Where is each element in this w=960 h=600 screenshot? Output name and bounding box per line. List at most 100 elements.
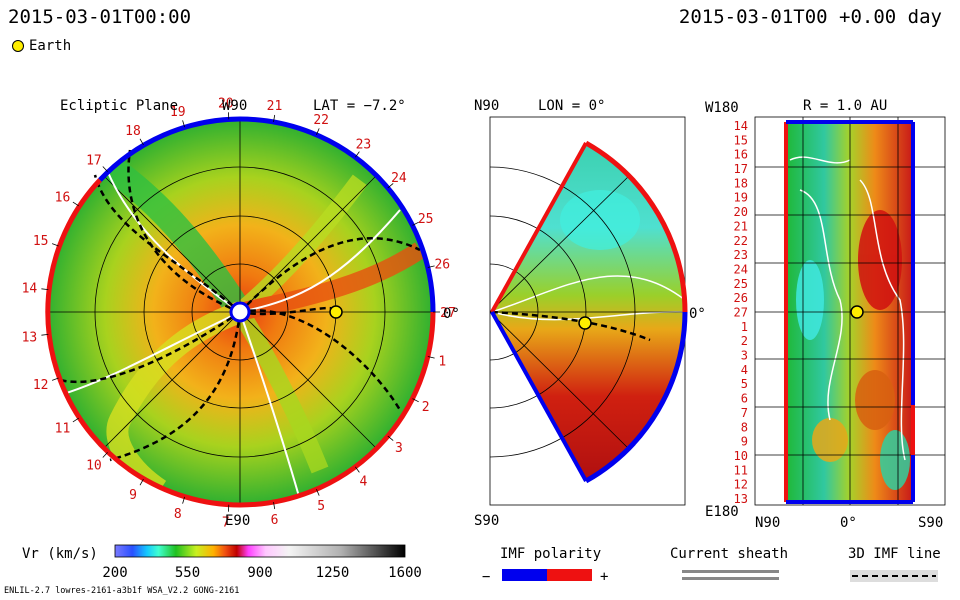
carrington-tick — [316, 489, 320, 496]
synoptic-y-tick: 3 — [741, 349, 748, 363]
ecliptic-polarity-rim — [45, 116, 436, 508]
earth-marker-meridional — [578, 316, 592, 330]
carrington-tick — [41, 288, 49, 290]
synoptic-y-tick: 13 — [734, 492, 748, 506]
carrington-tick — [139, 138, 144, 146]
carrington-label: 8 — [174, 507, 182, 522]
synoptic-y-tick: 17 — [734, 162, 748, 176]
carrington-label: 6 — [271, 513, 279, 528]
carrington-tick — [412, 221, 419, 226]
colorbar-gradient — [114, 544, 406, 558]
synoptic-y-tick: 16 — [734, 148, 748, 162]
meridional-imf-line — [491, 310, 651, 342]
carrington-label: 22 — [313, 113, 329, 128]
meridional-top-label: N90 — [474, 98, 499, 114]
carrington-tick — [427, 265, 435, 268]
imf-polarity-minus: − — [482, 569, 490, 585]
earth-legend-label: Earth — [29, 38, 72, 54]
colorbar-tick-label: 900 — [247, 565, 272, 581]
synoptic-bottom-left: E180 — [705, 504, 739, 520]
synoptic-y-tick: 4 — [741, 363, 748, 377]
carrington-tick — [41, 334, 49, 336]
synoptic-x-mid: 0° — [840, 515, 857, 531]
synoptic-y-tick: 18 — [734, 176, 748, 190]
carrington-label: 9 — [129, 488, 137, 503]
earth-legend-icon — [12, 40, 24, 52]
ecliptic-title: Ecliptic Plane — [60, 98, 178, 114]
header-time-right: 2015-03-01T00 +0.00 day — [678, 6, 942, 28]
synoptic-y-tick: 1 — [741, 320, 748, 334]
imf-polarity-legend: IMF polarity − + — [482, 546, 608, 585]
synoptic-title: R = 1.0 AU — [803, 98, 887, 114]
meridional-panel: N90 LON = 0° S90 0° — [474, 98, 706, 529]
carrington-label: 7 — [222, 516, 230, 531]
colorbar-tick-label: 1250 — [316, 565, 350, 581]
header-time-left: 2015-03-01T00:00 — [8, 6, 192, 28]
current-sheath-title: Current sheath — [670, 546, 788, 562]
carrington-label: 24 — [391, 171, 407, 186]
carrington-label: 3 — [395, 441, 403, 456]
ecliptic-sector-boundaries — [59, 149, 401, 501]
carrington-label: 25 — [418, 212, 434, 227]
carrington-label: 17 — [86, 153, 102, 168]
ecliptic-bottom-label: E90 — [225, 513, 250, 529]
synoptic-x-right: S90 — [918, 515, 943, 531]
carrington-tick — [51, 377, 59, 381]
synoptic-y-tick: 22 — [734, 234, 748, 248]
synoptic-y-tick: 14 — [734, 119, 748, 133]
carrington-tick — [139, 478, 144, 486]
colorbar-tick-label: 200 — [102, 565, 127, 581]
synoptic-y-tick: 19 — [734, 191, 748, 205]
carrington-tick — [427, 356, 435, 359]
imf-polarity-title: IMF polarity — [500, 546, 601, 562]
synoptic-y-tick: 15 — [734, 133, 748, 147]
carrington-label: 20 — [218, 96, 234, 111]
ecliptic-imf-lines — [59, 149, 421, 462]
imf-polarity-negative-swatch — [502, 569, 547, 581]
synoptic-y-tick: 24 — [734, 263, 748, 277]
colorbar-label: Vr (km/s) — [22, 546, 98, 562]
footer-left: ENLIL-2.7 lowres-2161-a3b1f WSA_V2.2 GON… — [4, 586, 240, 596]
carrington-label: 2 — [422, 400, 430, 415]
colorbar: Vr (km/s) 200 550 900 1250 1600 — [22, 544, 422, 581]
imf-line-legend: 3D IMF line — [848, 546, 941, 582]
imf-polarity-plus: + — [600, 569, 608, 585]
colorbar-ticks: 200 550 900 1250 1600 — [102, 565, 422, 581]
carrington-label: 21 — [267, 99, 283, 114]
synoptic-y-tick: 2 — [741, 334, 748, 348]
imf-polarity-positive-swatch — [547, 569, 592, 581]
ecliptic-lat-label: LAT = −7.2° — [313, 98, 406, 114]
imf-line-title: 3D IMF line — [848, 546, 941, 562]
carrington-label: 10 — [86, 459, 102, 474]
carrington-tick — [273, 502, 276, 510]
carrington-label: 12 — [33, 378, 49, 393]
ecliptic-right-label: 0° — [443, 306, 460, 322]
synoptic-x-left: N90 — [755, 515, 780, 531]
carrington-tick — [72, 201, 80, 207]
synoptic-y-tick: 20 — [734, 205, 748, 219]
synoptic-y-tick: 10 — [734, 449, 748, 463]
carrington-tick — [102, 452, 108, 458]
carrington-label: 4 — [359, 474, 367, 489]
synoptic-y-tick: 27 — [734, 306, 748, 320]
carrington-tick — [51, 243, 59, 247]
carrington-label: 27 — [440, 306, 456, 321]
synoptic-y-tick: 5 — [741, 377, 748, 391]
synoptic-y-tick: 25 — [734, 277, 748, 291]
carrington-label: 13 — [22, 330, 38, 345]
synoptic-top-left: W180 — [705, 100, 739, 116]
colorbar-tick-label: 1600 — [388, 565, 422, 581]
synoptic-y-labels: 1415161718192021222324252627123456789101… — [734, 119, 748, 506]
carrington-tick — [273, 114, 276, 122]
carrington-tick — [316, 128, 320, 135]
colorbar-tick-label: 550 — [175, 565, 200, 581]
synoptic-y-tick: 9 — [741, 435, 748, 449]
synoptic-contours — [789, 156, 906, 461]
carrington-tick — [354, 466, 360, 473]
carrington-label: 19 — [170, 105, 186, 120]
carrington-label: 26 — [434, 258, 450, 273]
meridional-lon-label: LON = 0° — [538, 98, 605, 114]
carrington-tick — [72, 417, 80, 423]
carrington-label: 5 — [317, 499, 325, 514]
